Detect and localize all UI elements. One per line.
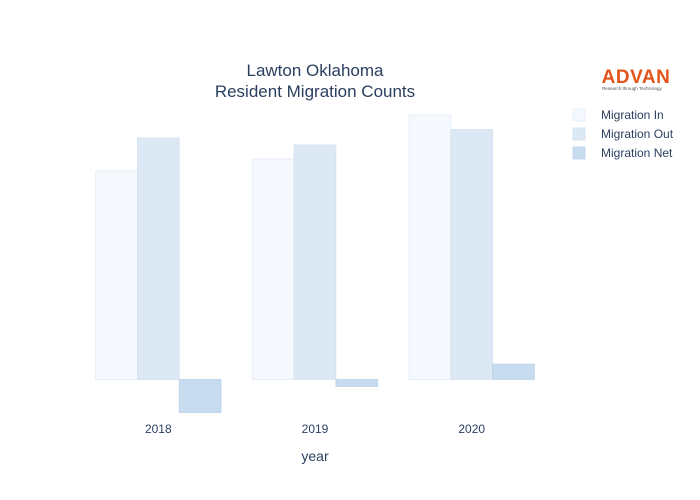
x-axis-ticks: 2018 2019 2020 [145,422,485,436]
bar-migration-in-2018 [95,170,138,380]
chart-title-line1: Lawton Oklahoma [246,61,384,80]
bar-migration-out-2020 [450,129,493,380]
legend-label: Migration In [601,108,664,122]
plot-area [95,114,535,413]
x-tick-label: 2018 [145,422,172,436]
legend-item-migration-in[interactable]: Migration In [572,108,664,122]
legend-item-migration-out[interactable]: Migration Out [572,127,674,141]
bar-migration-in-2020 [408,114,452,380]
bar-migration-out-2019 [293,144,337,380]
bar-migration-net-2019 [335,379,379,387]
legend-label: Migration Out [601,127,674,141]
logo: ADVAN Research through Technology [602,67,671,91]
legend-swatch [572,127,586,141]
logo-tagline: Research through Technology [602,86,662,91]
chart-subtitle: Resident Migration Counts [215,82,415,101]
bar-migration-in-2019 [251,158,295,380]
legend-swatch [572,146,586,160]
logo-text: ADVAN [602,67,671,88]
x-tick-label: 2019 [302,422,329,436]
bar-migration-net-2018 [178,379,222,413]
bar-migration-net-2020 [492,363,535,380]
bar-migration-out-2018 [136,137,180,380]
legend-item-migration-net[interactable]: Migration Net [572,146,673,160]
legend-swatch [572,108,586,122]
legend: Migration In Migration Out Migration Net [572,108,674,160]
x-tick-label: 2020 [458,422,485,436]
legend-label: Migration Net [601,146,673,160]
chart-title: Lawton Oklahoma Resident Migration Count… [215,61,415,101]
x-axis-title: year [301,448,329,464]
